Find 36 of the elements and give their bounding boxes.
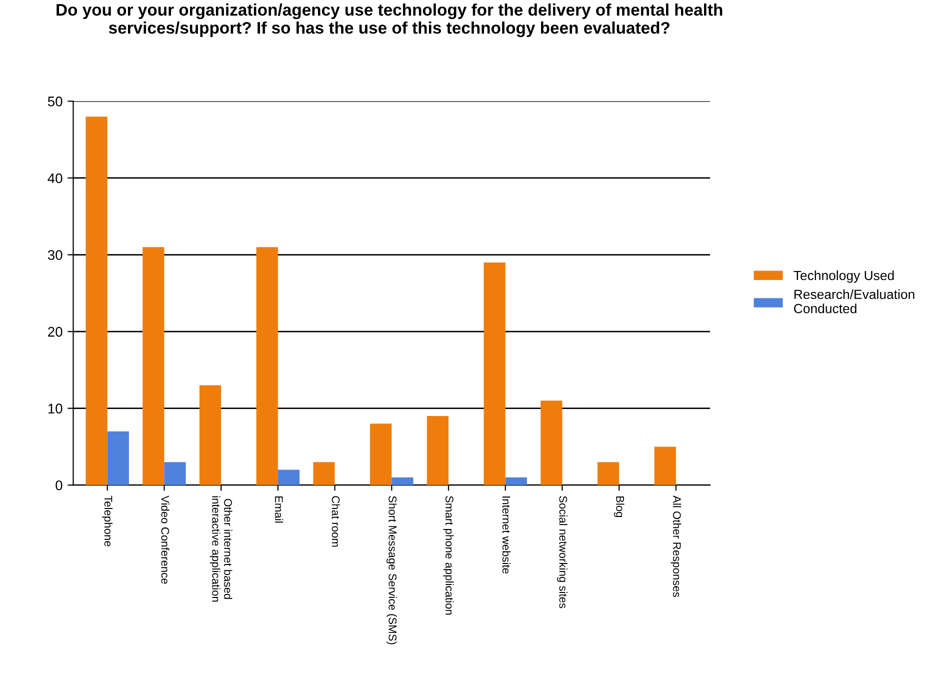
bar xyxy=(654,446,676,486)
x-tick-label: Email xyxy=(274,496,284,523)
x-tick-label: Telephone xyxy=(102,496,113,546)
x-tick-label: All Other Responses xyxy=(670,496,682,598)
bar xyxy=(313,462,335,486)
y-tick-label: 40 xyxy=(48,173,62,184)
bar xyxy=(484,262,506,486)
bar xyxy=(107,431,129,486)
chart-title: Do you or your organization/agency use technology for the delivery of mental health services/support? If so has the use of this technology been evaluated? xyxy=(56,3,722,38)
bar xyxy=(86,116,108,486)
y-tick-label: 20 xyxy=(48,326,62,337)
y-tick-label: 50 xyxy=(48,96,62,106)
bar xyxy=(426,416,449,486)
bar xyxy=(199,385,222,486)
bar xyxy=(540,400,562,486)
x-tick-label: Other internet based interactive application xyxy=(210,496,232,602)
x-tick-label: Video Conference xyxy=(161,496,170,584)
bar xyxy=(505,477,527,486)
x-tick-label: Chat room xyxy=(332,496,340,547)
legend-label: Technology Used xyxy=(794,270,894,283)
bar xyxy=(256,247,278,486)
bar xyxy=(392,477,414,486)
x-tick-label: Social networking sites xyxy=(557,496,568,608)
bar xyxy=(278,470,300,486)
y-tick-label: 0 xyxy=(56,480,62,490)
x-tick-label: Smart phone application xyxy=(443,496,454,615)
bar xyxy=(164,462,186,486)
bar xyxy=(142,247,164,486)
y-tick-label: 10 xyxy=(48,404,62,414)
legend-label: Research/Evaluation Conducted xyxy=(794,289,914,314)
bar xyxy=(370,424,392,486)
bar xyxy=(597,462,620,486)
x-tick-label: Blog xyxy=(614,496,624,518)
x-tick-label: Internet website xyxy=(502,496,511,574)
x-tick-label: Short Message Service (SMS) xyxy=(386,496,397,644)
y-tick-label: 30 xyxy=(48,250,62,260)
